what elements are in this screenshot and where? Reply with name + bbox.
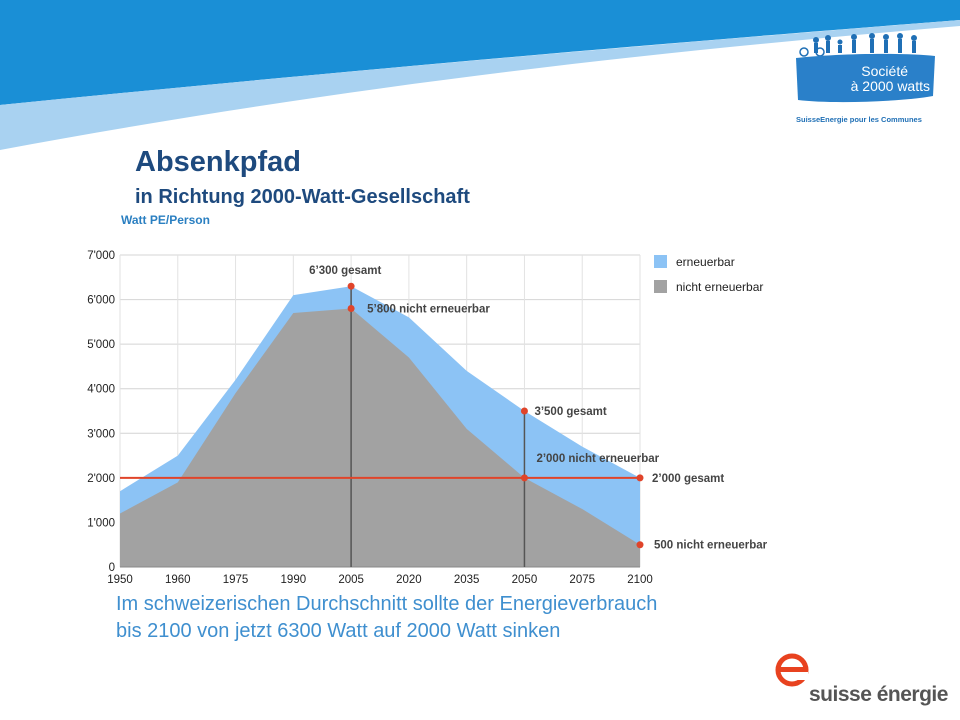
x-tick-label: 2075 <box>569 574 595 586</box>
x-tick-label: 1990 <box>281 574 307 586</box>
suisse-energie-logo <box>775 653 809 687</box>
annotation-label: 2’000 nicht erneuerbar <box>536 453 659 465</box>
y-tick-label: 3'000 <box>87 428 115 440</box>
annotation-label: 500 nicht erneuerbar <box>654 540 768 552</box>
logo-top-tagline: SuisseEnergie pour les Communes <box>796 115 922 124</box>
caption: Im schweizerischen Durchschnitt sollte d… <box>116 591 816 645</box>
annotation-point <box>347 304 355 312</box>
annotation-point <box>347 282 355 290</box>
annotation-point <box>636 541 644 549</box>
energy-reduction-chart: 0 1'000 2'000 3'000 4'000 5'000 6'000 7'000 1950… <box>87 250 768 586</box>
x-tick-label: 2035 <box>454 574 480 586</box>
slide-subtitle: in Richtung 2000-Watt-Gesellschaft <box>135 186 470 208</box>
y-tick-label: 6'000 <box>87 295 115 307</box>
logo-bottom-text: suisse énergie <box>809 683 948 706</box>
x-tick-label: 2020 <box>396 574 422 586</box>
annotation-label: 6’300 gesamt <box>309 265 381 277</box>
legend-label: erneuerbar <box>676 255 735 269</box>
caption-line-1: Im schweizerischen Durchschnitt sollte d… <box>116 593 658 615</box>
x-tick-label: 1950 <box>107 574 133 586</box>
y-tick-label: 7'000 <box>87 250 115 262</box>
header-banner <box>0 0 960 150</box>
annotation-point <box>636 474 644 482</box>
x-tick-label: 1960 <box>165 574 191 586</box>
y-tick-label: 5'000 <box>87 339 115 351</box>
y-tick-label: 2'000 <box>87 473 115 485</box>
logo-top-line1: Société <box>861 63 908 79</box>
series-area-nicht-erneuerbar <box>120 308 640 567</box>
e-logo-icon <box>775 653 809 687</box>
annotation-label: 5’800 nicht erneuerbar <box>367 303 490 315</box>
x-tick-label: 1975 <box>223 574 249 586</box>
annotation-label: 3’500 gesamt <box>534 406 606 418</box>
x-tick-label: 2100 <box>627 574 653 586</box>
x-tick-label: 2005 <box>338 574 364 586</box>
legend-swatch-0 <box>654 255 667 268</box>
annotation-label: 2’000 gesamt <box>652 473 724 485</box>
legend-label: nicht erneuerbar <box>676 280 763 294</box>
y-tick-label: 4'000 <box>87 384 115 396</box>
y-axis-label: Watt PE/Person <box>121 213 210 227</box>
x-tick-label: 2050 <box>512 574 538 586</box>
people-silhouettes-icon <box>799 33 917 57</box>
y-tick-label: 1'000 <box>87 517 115 529</box>
annotation-point <box>520 474 528 482</box>
slide-title: Absenkpfad <box>135 146 301 178</box>
logo-top-line2: à 2000 watts <box>851 78 930 94</box>
legend-swatch-1 <box>654 280 667 293</box>
y-tick-label: 0 <box>109 562 115 574</box>
caption-line-2: bis 2100 von jetzt 6300 Watt auf 2000 Wa… <box>116 620 561 642</box>
societe-2000-watts-logo: Société à 2000 watts SuisseEnergie pour … <box>796 33 935 124</box>
annotation-point <box>520 407 528 415</box>
